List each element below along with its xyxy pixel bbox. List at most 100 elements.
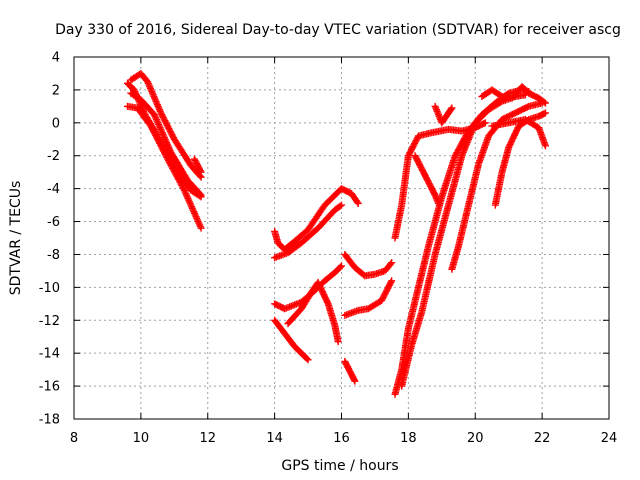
data-point (380, 292, 388, 300)
data-point (336, 263, 344, 271)
y-tick-label: -8 (47, 248, 60, 263)
data-track (271, 316, 312, 364)
data-point (317, 285, 325, 293)
data-point (303, 355, 311, 363)
y-tick-label: -4 (47, 182, 60, 197)
data-point (541, 99, 549, 107)
data-point (353, 198, 361, 206)
data-point (406, 149, 414, 157)
data-point (508, 137, 516, 145)
chart-title: Day 330 of 2016, Sidereal Day-to-day VTE… (55, 22, 621, 38)
data-point (163, 121, 171, 129)
data-point (316, 283, 324, 291)
data-point (510, 131, 518, 139)
x-tick-label: 12 (199, 431, 216, 446)
data-point (321, 292, 329, 300)
y-tick-label: 2 (52, 83, 60, 98)
data-point (318, 286, 326, 294)
data-point (154, 136, 162, 144)
data-point (388, 259, 396, 267)
axes (73, 56, 610, 420)
data-point (152, 133, 160, 141)
data-point (168, 131, 176, 139)
data-point (323, 297, 331, 305)
data-point (523, 103, 531, 111)
data-point (513, 125, 521, 133)
data-point (385, 283, 393, 291)
data-point (323, 298, 331, 306)
x-tick-label: 22 (534, 431, 551, 446)
data-point (383, 286, 391, 294)
data-point (404, 152, 412, 160)
x-tick-label: 16 (333, 431, 350, 446)
data-point (434, 199, 442, 207)
data-point (161, 150, 169, 158)
data-point (166, 128, 174, 136)
data-track (341, 250, 396, 280)
data-point (505, 144, 513, 151)
data-points (124, 69, 549, 398)
data-point (162, 118, 170, 126)
data-point (151, 130, 159, 138)
data-track (127, 69, 205, 181)
data-point (152, 132, 160, 140)
data-point (321, 294, 329, 302)
data-point (160, 147, 168, 155)
data-track (398, 91, 529, 390)
data-point (448, 104, 456, 112)
y-tick-label: -18 (39, 413, 60, 428)
data-track (124, 102, 205, 232)
data-point (513, 127, 521, 135)
data-point (322, 295, 330, 303)
data-point (382, 287, 390, 295)
data-point (153, 135, 161, 143)
x-tick-label: 18 (400, 431, 417, 446)
data-point (160, 115, 168, 123)
data-point (158, 110, 166, 118)
data-point (148, 125, 156, 133)
data-point (481, 119, 489, 127)
data-point (147, 122, 155, 130)
data-point (405, 150, 413, 158)
data-point (497, 98, 505, 106)
data-point (387, 260, 395, 268)
data-point (159, 112, 167, 120)
y-tick-label: 4 (52, 51, 60, 66)
data-point (197, 224, 205, 232)
data-point (157, 109, 165, 117)
data-point (320, 291, 328, 299)
data-point (387, 278, 395, 286)
data-point (409, 143, 417, 151)
tick-labels: 8 10 12 14 16 18 20 22 24-18-16-14-12-10-8-6-4-2… (39, 51, 618, 447)
data-track (190, 155, 205, 176)
data-point (381, 289, 389, 297)
data-point (512, 128, 520, 136)
data-point (378, 297, 386, 305)
data-point (480, 120, 488, 128)
data-point (159, 146, 167, 154)
data-point (166, 126, 174, 134)
data-track (284, 278, 342, 346)
y-tick-label: -12 (39, 314, 60, 329)
data-point (497, 92, 505, 100)
data-point (384, 284, 392, 292)
data-track (271, 201, 345, 262)
y-tick-label: -16 (39, 380, 60, 395)
data-point (410, 141, 418, 149)
data-point (157, 142, 165, 150)
data-point (411, 140, 419, 148)
data-track (488, 116, 549, 150)
data-point (385, 281, 393, 289)
data-point (160, 149, 168, 157)
data-point (430, 190, 438, 198)
data-point (511, 130, 519, 138)
data-point (167, 129, 175, 137)
data-point (412, 137, 420, 145)
y-tick-label: -6 (47, 215, 60, 230)
data-point (156, 139, 164, 147)
data-point (148, 124, 156, 132)
data-point (156, 141, 164, 149)
data-track (431, 102, 456, 127)
data-track (127, 89, 205, 199)
